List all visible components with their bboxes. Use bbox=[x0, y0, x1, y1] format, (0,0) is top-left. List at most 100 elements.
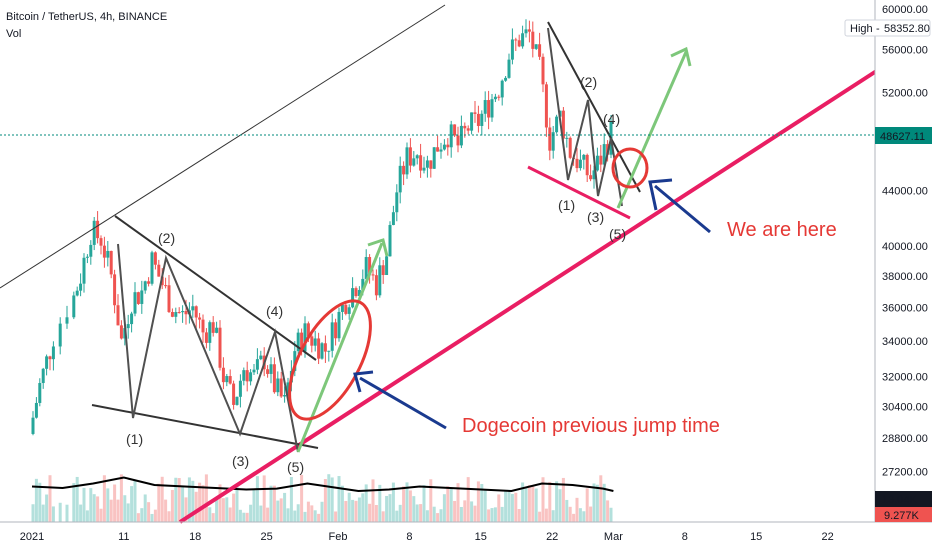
candle-body bbox=[34, 402, 38, 418]
volume-bar bbox=[320, 501, 324, 522]
candle-body bbox=[116, 305, 120, 326]
left-resistance-line[interactable] bbox=[114, 215, 317, 361]
volume-bar bbox=[289, 477, 293, 522]
candle-body bbox=[470, 112, 474, 131]
candle-body bbox=[317, 338, 321, 359]
volume-bar bbox=[497, 494, 501, 522]
volume-bar bbox=[323, 479, 327, 522]
volume-bar bbox=[555, 481, 559, 522]
volume-bar bbox=[521, 482, 525, 522]
left-wave-pattern[interactable] bbox=[117, 243, 299, 453]
volume-bar bbox=[235, 484, 239, 522]
candle-body bbox=[592, 170, 596, 180]
volume-bar bbox=[113, 484, 117, 522]
volume-bar bbox=[174, 477, 178, 522]
candle-body bbox=[38, 383, 42, 403]
we-are-here-arrowhead-icon bbox=[648, 178, 673, 211]
current-position-circle[interactable] bbox=[611, 147, 649, 189]
candle-body bbox=[194, 306, 198, 318]
time-tick-label: 8 bbox=[406, 531, 412, 543]
time-tick-label: 22 bbox=[821, 531, 833, 543]
candle-body bbox=[432, 147, 436, 169]
volume-bar bbox=[177, 478, 181, 522]
volume-bar bbox=[361, 493, 365, 522]
candle-body bbox=[374, 275, 378, 296]
volume-bar bbox=[371, 479, 375, 522]
upper-channel-line[interactable] bbox=[0, 4, 446, 289]
volume-bar bbox=[531, 485, 535, 522]
candle-body bbox=[347, 307, 351, 314]
volume-bar bbox=[89, 488, 93, 522]
volume-average-line bbox=[31, 476, 614, 493]
volume-badge-1 bbox=[875, 491, 932, 507]
candle-body bbox=[354, 288, 358, 297]
volume-bar bbox=[116, 499, 120, 522]
candle-body bbox=[344, 304, 348, 314]
candle-body bbox=[106, 250, 110, 258]
candle-body bbox=[204, 332, 208, 343]
volume-bar bbox=[432, 506, 436, 522]
volume-bar bbox=[459, 506, 463, 522]
volume-bar bbox=[544, 508, 548, 522]
volume-bar bbox=[191, 480, 195, 522]
high-badge-sep: - bbox=[876, 23, 880, 35]
candle-body bbox=[130, 313, 134, 325]
right-resistance-line[interactable] bbox=[547, 21, 641, 193]
candle-body bbox=[541, 56, 545, 85]
price-tick-label: 40000.00 bbox=[882, 241, 928, 253]
volume-bar bbox=[184, 497, 188, 522]
candle-body bbox=[565, 137, 569, 139]
candle-body bbox=[510, 39, 514, 60]
volume-bar bbox=[167, 511, 171, 522]
price-tick-label: 30400.00 bbox=[882, 401, 928, 413]
right-wave-pattern[interactable] bbox=[547, 27, 623, 207]
volume-bar bbox=[606, 500, 610, 522]
candle-body bbox=[378, 265, 382, 296]
volume-bar bbox=[102, 475, 106, 522]
volume-bar bbox=[330, 477, 334, 522]
volume-bar bbox=[259, 505, 263, 522]
volume-layer bbox=[31, 474, 614, 522]
candle-body bbox=[133, 292, 137, 314]
candle-body bbox=[436, 147, 440, 152]
volume-bar bbox=[221, 498, 225, 522]
volume-bar bbox=[442, 494, 446, 522]
right-projection-arrow[interactable] bbox=[616, 51, 688, 209]
dogecoin-pointer-arrow[interactable] bbox=[359, 376, 447, 430]
right-support-line[interactable] bbox=[527, 165, 631, 220]
candle-body bbox=[527, 29, 531, 32]
volume-bar bbox=[412, 496, 416, 522]
candle-body bbox=[385, 256, 389, 276]
volume-bar bbox=[140, 508, 144, 522]
price-tick-label: 60000.00 bbox=[882, 4, 928, 16]
volume-bar bbox=[58, 502, 62, 522]
volume-bar bbox=[34, 478, 38, 522]
candle-body bbox=[497, 96, 501, 98]
volume-value-1: 13.04K bbox=[882, 494, 918, 506]
candle-body bbox=[449, 124, 453, 148]
price-tick-label: 28800.00 bbox=[882, 433, 928, 445]
candle-body bbox=[368, 257, 372, 275]
volume-bar bbox=[534, 488, 538, 522]
candle-body bbox=[582, 154, 586, 160]
volume-bar bbox=[136, 513, 140, 522]
volume-bar bbox=[378, 484, 382, 522]
left-support-line[interactable] bbox=[91, 404, 319, 449]
candle-body bbox=[218, 327, 222, 368]
time-tick-label: Mar bbox=[604, 531, 623, 543]
candle-body bbox=[136, 292, 140, 304]
candle-body bbox=[170, 312, 174, 317]
candle-body bbox=[153, 252, 157, 265]
candle-body bbox=[140, 290, 144, 304]
volume-bar bbox=[405, 482, 409, 522]
trend-line[interactable] bbox=[178, 68, 880, 524]
candle-body bbox=[320, 343, 324, 359]
we-are-here-pointer-arrow[interactable] bbox=[654, 184, 711, 234]
right-arrowhead-icon bbox=[670, 46, 692, 67]
volume-bar bbox=[548, 481, 552, 522]
time-axis[interactable]: 2021 11 18 25 Feb 8 15 22 Mar 8 15 22 bbox=[20, 531, 834, 543]
price-axis[interactable]: 60000.0056000.0052000.0048000.0044000.00… bbox=[882, 4, 928, 505]
candle-body bbox=[238, 380, 242, 397]
candle-body bbox=[551, 132, 555, 151]
